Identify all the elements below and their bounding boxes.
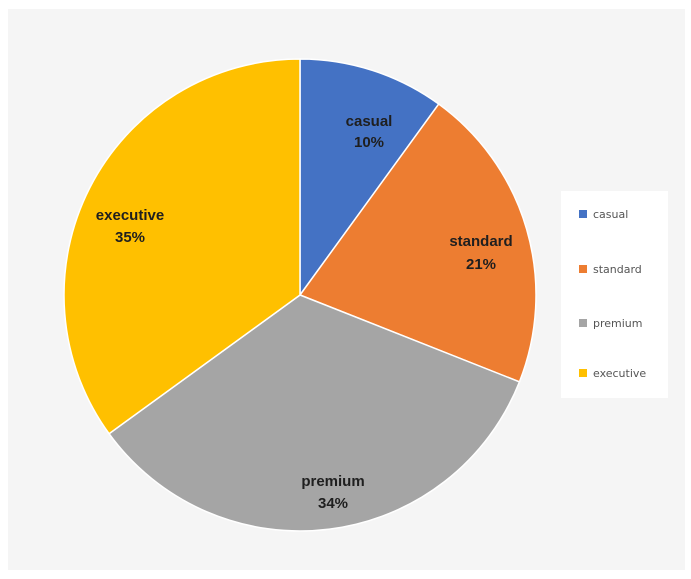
legend-swatch-executive bbox=[579, 369, 587, 377]
slice-label-executive-name: executive bbox=[96, 207, 164, 224]
slice-label-standard-name: standard bbox=[449, 233, 512, 250]
legend-item-standard: standard bbox=[579, 262, 642, 276]
legend-swatch-standard bbox=[579, 265, 587, 273]
legend-label-casual: casual bbox=[593, 207, 629, 221]
legend-item-executive: executive bbox=[579, 366, 646, 380]
slice-label-premium-name: premium bbox=[301, 473, 364, 490]
legend-swatch-premium bbox=[579, 319, 587, 327]
slice-label-executive-value: 35% bbox=[115, 229, 145, 246]
slice-label-casual-value: 10% bbox=[354, 134, 384, 151]
pie-slice-standard bbox=[298, 103, 537, 383]
pie-slice-labels: casual 10% standard 21% premium 34% exec… bbox=[96, 113, 513, 512]
pie-slice-executive bbox=[63, 58, 301, 435]
chart-legend: casual standard premium executive bbox=[561, 191, 668, 398]
legend-label-standard: standard bbox=[593, 262, 642, 276]
pie-slices bbox=[63, 58, 537, 532]
legend-item-premium: premium bbox=[579, 316, 643, 330]
pie-slice-casual bbox=[299, 58, 440, 298]
pie-slice-premium bbox=[108, 294, 521, 532]
legend-item-casual: casual bbox=[579, 207, 628, 221]
slice-label-standard-value: 21% bbox=[466, 256, 496, 273]
slice-label-premium-value: 34% bbox=[318, 495, 348, 512]
legend-swatch-casual bbox=[579, 210, 587, 218]
slice-label-casual-name: casual bbox=[346, 113, 393, 130]
legend-label-executive: executive bbox=[593, 366, 647, 380]
legend-label-premium: premium bbox=[593, 316, 643, 330]
